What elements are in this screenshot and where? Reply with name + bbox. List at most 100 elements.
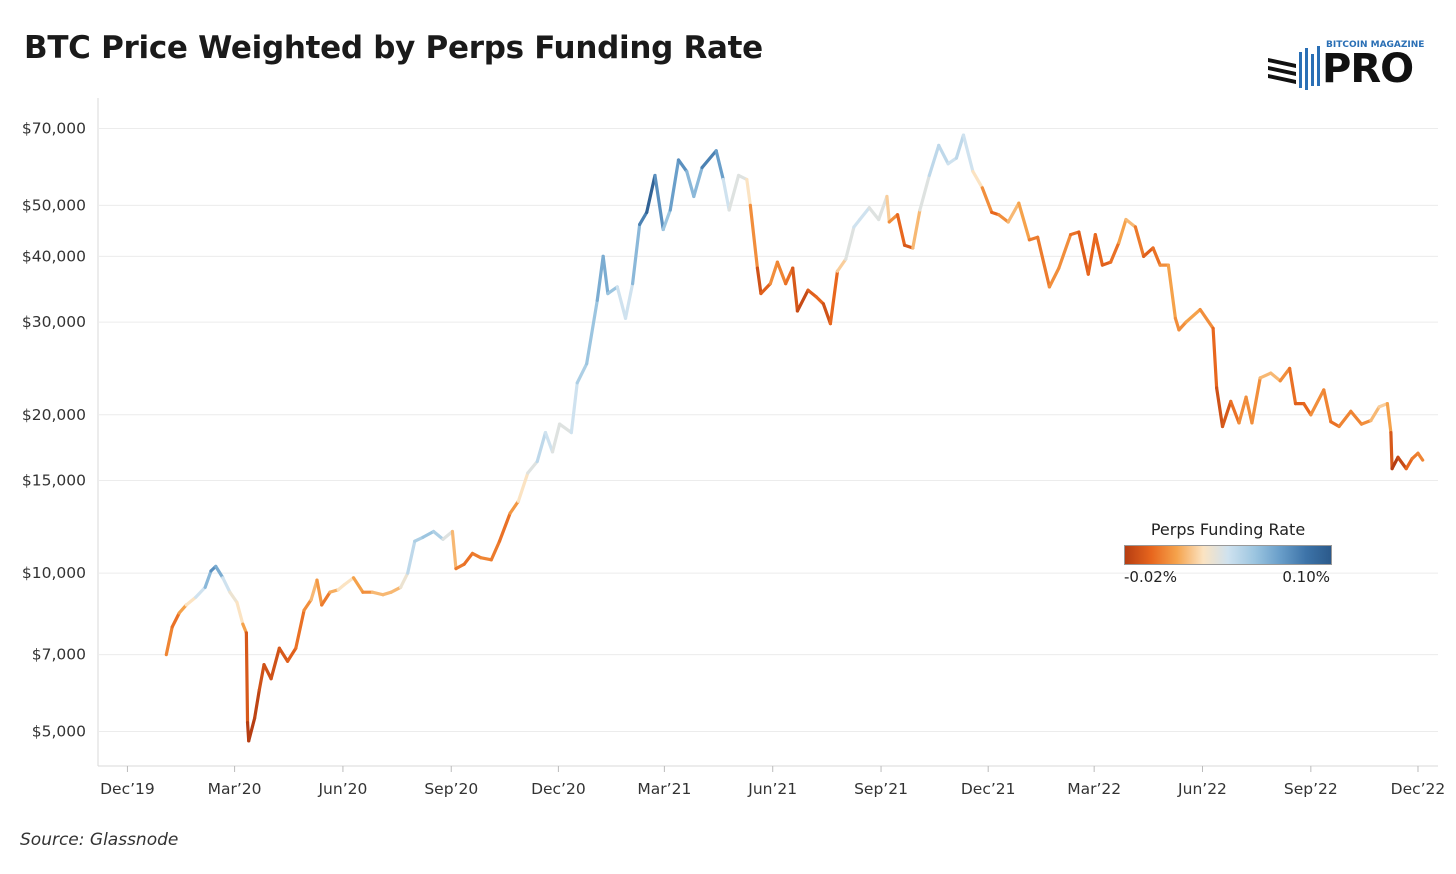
price-line-segment — [1309, 388, 1326, 417]
price-line-segment — [844, 225, 856, 261]
price-line-segment — [755, 266, 763, 296]
price-line-segment — [1124, 217, 1137, 229]
price-line-segment — [961, 133, 975, 174]
price-line-segment — [1404, 457, 1414, 471]
price-line-segment — [1389, 430, 1394, 471]
price-line-segment — [1086, 233, 1097, 276]
x-tick-label: Jun’22 — [1177, 780, 1227, 798]
price-line-segment — [980, 186, 994, 214]
price-line-segment — [489, 539, 502, 562]
x-tick-label: Dec’20 — [531, 780, 586, 798]
price-line-segment — [585, 298, 599, 366]
price-line-segment — [1006, 201, 1021, 224]
price-line-segment — [727, 173, 741, 212]
price-line-segment — [937, 143, 950, 166]
price-line-segment — [858, 206, 871, 222]
price-line-segment — [814, 295, 825, 306]
price-line-segment — [253, 688, 261, 720]
price-line-segment — [543, 430, 555, 454]
price-line-segment — [320, 590, 332, 607]
price-line-segment — [791, 266, 800, 313]
price-line-segment — [351, 576, 365, 594]
price-line-segment — [676, 158, 689, 174]
price-line-segment — [170, 611, 181, 629]
price-line-segment — [911, 208, 922, 250]
price-line-segment — [550, 422, 562, 454]
legend-min-label: -0.02% — [1124, 568, 1178, 586]
price-line-segment — [294, 608, 306, 650]
price-line-segment — [462, 551, 475, 566]
logo-top-text: BITCOIN MAGAZINE — [1326, 40, 1425, 50]
price-line-segment — [277, 646, 290, 663]
x-tick-label: Sep’20 — [424, 780, 478, 798]
price-line-segment — [235, 600, 245, 626]
price-line-segment — [638, 210, 649, 227]
price-line-segment — [1184, 307, 1202, 324]
price-line-segment — [1093, 233, 1105, 267]
price-line-segment — [606, 285, 619, 296]
price-line-segment — [1237, 395, 1248, 425]
price-line-segment — [575, 362, 589, 385]
price-line-segment — [421, 529, 436, 539]
x-tick-label: Sep’21 — [854, 780, 908, 798]
price-line-segment — [1047, 266, 1061, 289]
price-line-segment — [1322, 388, 1333, 424]
price-line-segment — [1302, 402, 1313, 417]
price-line-segment — [630, 222, 642, 286]
price-line-segment — [1166, 263, 1178, 320]
price-line-segment — [450, 529, 458, 571]
y-tick-label: $70,000 — [22, 120, 86, 138]
price-line-segment — [164, 625, 174, 657]
price-line-segment — [768, 260, 780, 286]
y-tick-label: $40,000 — [22, 247, 86, 265]
price-line-segment — [1198, 307, 1215, 330]
price-line-segment — [1369, 405, 1381, 423]
price-line-segment — [516, 471, 530, 503]
bitcoin-magazine-pro-logo: BITCOIN MAGAZINE PRO — [1266, 40, 1436, 92]
price-line-segment — [997, 213, 1010, 224]
price-line-segment — [1036, 235, 1052, 289]
price-line-segment — [431, 529, 445, 541]
price-line-segment — [595, 254, 605, 302]
price-line-segment — [1278, 366, 1292, 383]
price-line-segment — [1177, 320, 1188, 332]
x-tick-label: Jun’20 — [317, 780, 367, 798]
price-line-segment — [668, 158, 681, 212]
price-line-segment — [692, 165, 704, 199]
source-note: Source: Glassnode — [20, 830, 179, 850]
price-line-segment — [302, 598, 313, 612]
price-line-segment — [1077, 230, 1090, 276]
logo-mark-icon — [1268, 46, 1320, 90]
price-line-segment — [1173, 316, 1181, 332]
price-line-segment — [927, 143, 941, 178]
price-line-segment — [877, 194, 889, 222]
price-line-segment — [1151, 246, 1162, 267]
x-tick-label: Dec’19 — [100, 780, 155, 798]
price-line-segment — [1288, 366, 1298, 406]
price-line-segment — [1390, 455, 1400, 471]
price-line-segment — [526, 459, 539, 475]
price-line-segment — [623, 282, 635, 320]
logo-main-text: PRO — [1322, 46, 1414, 92]
price-line-segment — [645, 173, 657, 214]
price-line-segment — [370, 590, 385, 597]
price-line-segment — [601, 254, 610, 296]
price-line-segment — [821, 302, 833, 326]
price-line-segment — [441, 529, 455, 541]
x-tick-label: Dec’21 — [961, 780, 1016, 798]
price-line-segment — [389, 585, 403, 594]
price-line-segment — [615, 285, 628, 320]
price-line-segment — [1416, 451, 1425, 462]
price-line-segment — [177, 603, 188, 615]
price-line-segment — [1117, 217, 1128, 245]
price-line-segment — [775, 260, 788, 286]
price-line-segment — [828, 269, 840, 326]
y-tick-label: $50,000 — [22, 196, 86, 214]
y-tick-label: $7,000 — [32, 646, 86, 664]
price-line-segment — [745, 177, 752, 207]
price-line-segment — [835, 257, 848, 273]
price-line-segment — [285, 646, 298, 663]
price-line-segment — [569, 381, 579, 435]
price-line-segment — [247, 716, 257, 743]
